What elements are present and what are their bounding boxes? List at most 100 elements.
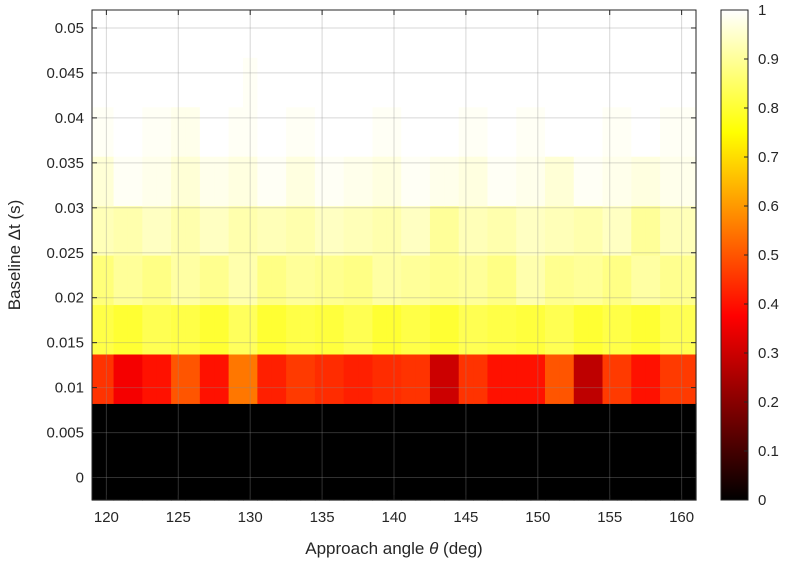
heatmap-cell [588, 156, 604, 207]
colorbar-tick-label: 1 [758, 2, 766, 19]
heatmap-cell [171, 106, 187, 157]
heatmap-cell [458, 353, 474, 404]
heatmap-cell [171, 304, 187, 355]
heatmap-cell [660, 255, 676, 306]
heatmap-cell [516, 304, 532, 355]
heatmap-cell [156, 10, 172, 58]
heatmap-cell [314, 452, 330, 501]
heatmap-cell [429, 255, 445, 306]
heatmap-cell [329, 255, 345, 306]
heatmap-cell [358, 304, 374, 355]
heatmap-cell [343, 57, 359, 108]
heatmap-cell [386, 156, 402, 207]
heatmap-cell [645, 205, 661, 256]
heatmap-cell [516, 255, 532, 306]
heatmap-cell [156, 403, 172, 454]
heatmap-cell [631, 304, 647, 355]
x-axis-ticks: 120 125 130 135 140 145 150 155 160 [94, 10, 694, 526]
heatmap-cell [185, 57, 201, 108]
heatmap-cell [228, 452, 244, 501]
heatmap-cell [588, 205, 604, 256]
x-tick-label: 125 [166, 509, 191, 526]
heatmap-cell [358, 156, 374, 207]
heatmap-cell [214, 156, 230, 207]
heatmap-cell [559, 353, 575, 404]
heatmap-cell [271, 304, 287, 355]
heatmap-cell [545, 353, 560, 404]
heatmap-cell [343, 403, 359, 454]
heatmap-cell [602, 10, 618, 58]
heatmap-cell [444, 156, 460, 207]
heatmap-cell [286, 403, 302, 454]
heatmap-cell [214, 255, 230, 306]
heatmap-cell [401, 57, 417, 108]
heatmap-cell [113, 403, 129, 454]
heatmap-cell [588, 452, 604, 501]
heatmap-cell [199, 452, 215, 501]
heatmap-cell [214, 57, 230, 108]
heatmap-cell [142, 57, 158, 108]
heatmap-cell [257, 10, 273, 58]
heatmap-cell [271, 10, 287, 58]
y-axis-ticks: 0 0.005 0.01 0.015 0.02 0.025 0.03 0.035 0.04 0.0… [46, 20, 696, 487]
heatmap-cell [343, 156, 359, 207]
heatmap-cell [616, 156, 632, 207]
heatmap-cell [401, 205, 417, 256]
heatmap-cell [185, 156, 201, 207]
x-tick-label: 120 [94, 509, 119, 526]
heatmap-cell [386, 106, 402, 157]
heatmap-cell [473, 452, 489, 501]
heatmap-cell [645, 106, 661, 157]
heatmap-cell [444, 57, 460, 108]
heatmap-cell [429, 10, 445, 58]
heatmap-cell [545, 403, 560, 454]
heatmap-cell [602, 304, 618, 355]
heatmap-cell [660, 106, 676, 157]
heatmap-cell [386, 205, 402, 256]
heatmap-cell [616, 403, 632, 454]
y-tick-label: 0.01 [55, 380, 84, 397]
heatmap-cell [92, 106, 115, 157]
heatmap-cell [228, 304, 244, 355]
heatmap-cell [156, 353, 172, 404]
heatmap-cell [127, 255, 143, 306]
heatmap-cell [458, 403, 474, 454]
heatmap-cell [415, 57, 431, 108]
heatmap-cell [616, 255, 632, 306]
heatmap-cell [386, 255, 402, 306]
heatmap-cell [171, 255, 187, 306]
heatmap-cell [444, 10, 460, 58]
heatmap-cell [631, 452, 647, 501]
heatmap-cell [588, 255, 604, 306]
heatmap-cell [228, 255, 244, 306]
heatmap-cell [530, 205, 546, 256]
heatmap-cell [386, 10, 402, 58]
heatmap-cell [314, 205, 330, 256]
heatmap-cell [386, 452, 402, 501]
heatmap-cell [573, 10, 589, 58]
heatmap-cell [286, 304, 302, 355]
heatmap-cell [444, 255, 460, 306]
heatmap-cell [142, 353, 158, 404]
colorbar-tick-label: 0 [758, 492, 766, 509]
heatmap-cell [401, 106, 417, 157]
heatmap-cell [473, 205, 489, 256]
heatmap-cell [645, 57, 661, 108]
heatmap-cell [127, 452, 143, 501]
heatmap-cell [92, 304, 115, 355]
heatmap-cell [243, 57, 258, 108]
colorbar-tick-label: 0.6 [758, 198, 779, 215]
heatmap-cell [674, 353, 697, 404]
heatmap-cell [444, 106, 460, 157]
heatmap-cell [257, 403, 273, 454]
heatmap-cell [573, 403, 589, 454]
heatmap-cell [559, 403, 575, 454]
heatmap-cell [185, 452, 201, 501]
heatmap-cell [602, 452, 618, 501]
heatmap-cell [300, 255, 316, 306]
heatmap-cell [415, 452, 431, 501]
heatmap-cell [214, 205, 230, 256]
heatmap-cell [473, 106, 489, 157]
plot-area: 120 125 130 135 140 145 150 155 160 0 0.005 0.01 0.… [46, 9, 697, 526]
heatmap-cell [329, 106, 345, 157]
